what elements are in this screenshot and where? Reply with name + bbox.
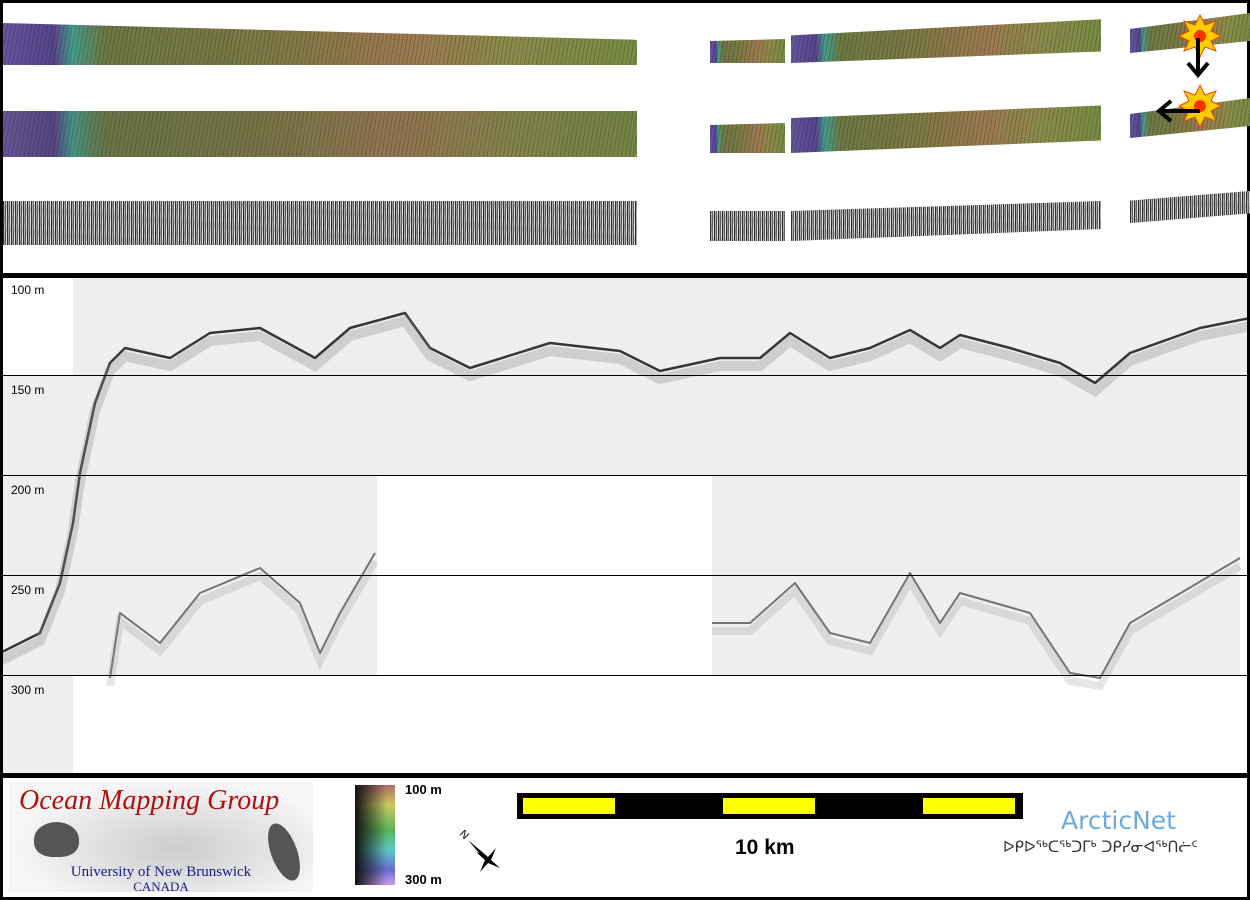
logo-university: University of New Brunswick xyxy=(70,864,252,880)
shaded-relief-strip-b xyxy=(710,123,785,153)
arrow-left-icon xyxy=(1155,99,1200,123)
multiple-reflector-scatter xyxy=(712,562,1243,691)
depth-label-150: 150 m xyxy=(11,383,45,397)
sun-marker-icon xyxy=(1177,83,1223,129)
multiple-reflector xyxy=(109,552,376,679)
north-arrow-icon: N xyxy=(458,830,500,872)
colorbar-top-label: 100 m xyxy=(405,782,442,797)
arrow-down-icon xyxy=(1186,38,1210,79)
seafloor-reflector xyxy=(3,311,1247,653)
multiple-reflector xyxy=(712,557,1241,679)
map-strips-panel xyxy=(3,3,1250,273)
depth-label-300: 300 m xyxy=(11,683,45,697)
backscatter-strip xyxy=(3,201,637,245)
subbottom-profile-panel: 100 m 150 m 200 m 250 m 300 m xyxy=(3,278,1247,773)
arcticnet-logo: ArcticNet xyxy=(1061,806,1176,835)
colorbar-bottom-label: 300 m xyxy=(405,872,442,887)
depth-label-200: 200 m xyxy=(11,483,45,497)
multiple-reflector-scatter xyxy=(106,558,379,687)
depth-label-100: 100 m xyxy=(11,283,45,297)
logo-country: CANADA xyxy=(133,879,189,894)
scale-bar xyxy=(517,793,1023,819)
scale-label: 10 km xyxy=(735,836,795,859)
echogram xyxy=(3,311,1247,691)
omg-logo: Ocean Mapping Group University of New Br… xyxy=(9,782,313,894)
seafloor-reflector-scatter xyxy=(3,315,1247,666)
arcticnet-inuktitut: ᐅᑭᐅᖅᑕᖅᑐᒥᒃ ᑐᑭᓯᓂᐊᖅᑎᓖᑦ xyxy=(1003,838,1198,856)
backscatter-strip-b xyxy=(710,211,785,241)
vessel-icon xyxy=(34,822,79,857)
logo-title: Ocean Mapping Group xyxy=(19,785,280,816)
track-arrows xyxy=(1155,13,1223,129)
depth-colorbar xyxy=(355,785,395,885)
sun-marker-icon xyxy=(1177,13,1223,59)
legend-panel: Ocean Mapping Group University of New Br… xyxy=(3,778,1247,897)
bathymetry-strip-1b xyxy=(710,39,785,63)
shaded-relief-strip xyxy=(3,111,637,157)
depth-label-250: 250 m xyxy=(11,583,45,597)
north-label: N xyxy=(458,830,471,842)
